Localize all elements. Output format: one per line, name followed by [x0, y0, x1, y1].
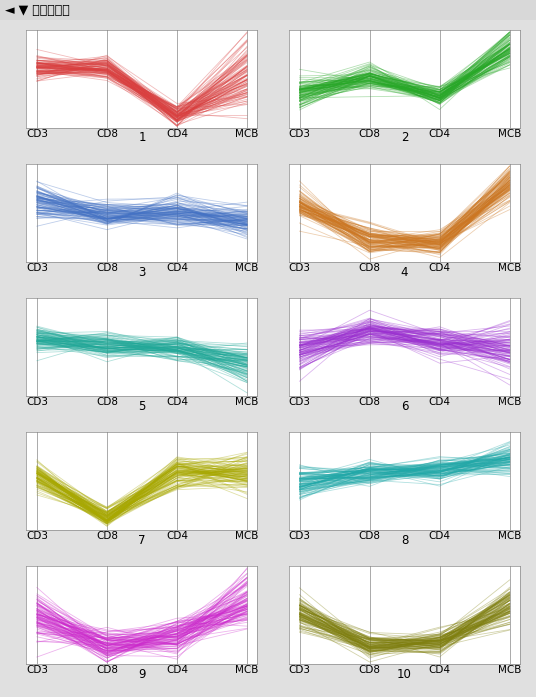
Text: 6: 6	[401, 399, 408, 413]
Text: 3: 3	[138, 266, 146, 279]
Text: 5: 5	[138, 399, 146, 413]
Text: 8: 8	[401, 533, 408, 546]
Text: 7: 7	[138, 533, 146, 546]
Text: 9: 9	[138, 668, 146, 680]
Text: ◄ ▼ 平行坐标图: ◄ ▼ 平行坐标图	[5, 3, 70, 17]
Text: 4: 4	[401, 266, 408, 279]
Text: 1: 1	[138, 132, 146, 144]
Text: 10: 10	[397, 668, 412, 680]
Text: 2: 2	[401, 132, 408, 144]
